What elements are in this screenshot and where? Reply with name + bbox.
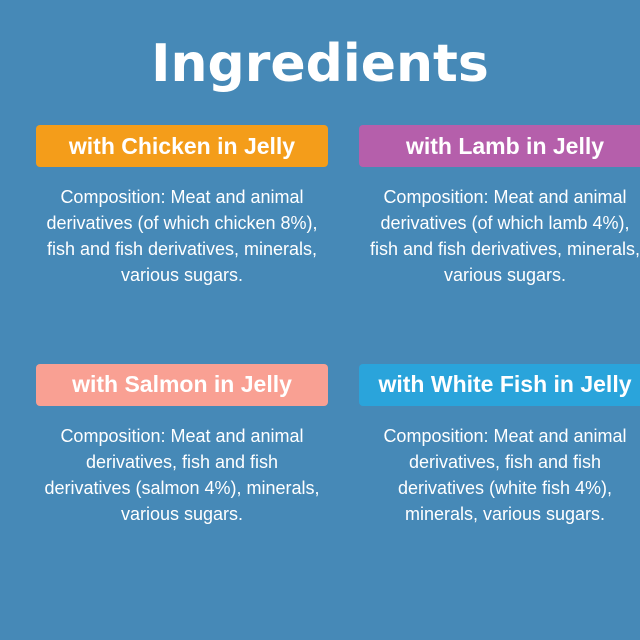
- variant-banner-salmon: with Salmon in Jelly: [36, 363, 328, 406]
- variant-card-white-fish: with White Fish in Jelly Composition: Me…: [359, 363, 640, 528]
- composition-text: Composition: Meat and animal derivatives…: [44, 425, 320, 524]
- banner-label: with White Fish in Jelly: [378, 371, 632, 398]
- banner-label: with Chicken in Jelly: [68, 132, 296, 159]
- variant-banner-lamb: with Lamb in Jelly: [359, 125, 640, 168]
- variants-grid: with Chicken in Jelly Composition: Meat …: [0, 125, 640, 527]
- banner-label: with Salmon in Jelly: [72, 371, 292, 398]
- variant-banner-white-fish: with White Fish in Jelly: [359, 363, 640, 406]
- variant-card-lamb: with Lamb in Jelly Composition: Meat and…: [359, 125, 640, 289]
- variant-card-chicken: with Chicken in Jelly Composition: Meat …: [36, 125, 328, 289]
- page-title: Ingredients: [151, 34, 489, 94]
- variant-banner-chicken: with Chicken in Jelly: [36, 125, 328, 168]
- banner-label: with Lamb in Jelly: [405, 132, 605, 159]
- variant-card-salmon: with Salmon in Jelly Composition: Meat a…: [36, 363, 328, 528]
- composition-text: Composition: Meat and animal derivatives…: [369, 187, 640, 285]
- composition-text: Composition: Meat and animal derivatives…: [46, 187, 318, 285]
- composition-text: Composition: Meat and animal derivatives…: [383, 425, 627, 524]
